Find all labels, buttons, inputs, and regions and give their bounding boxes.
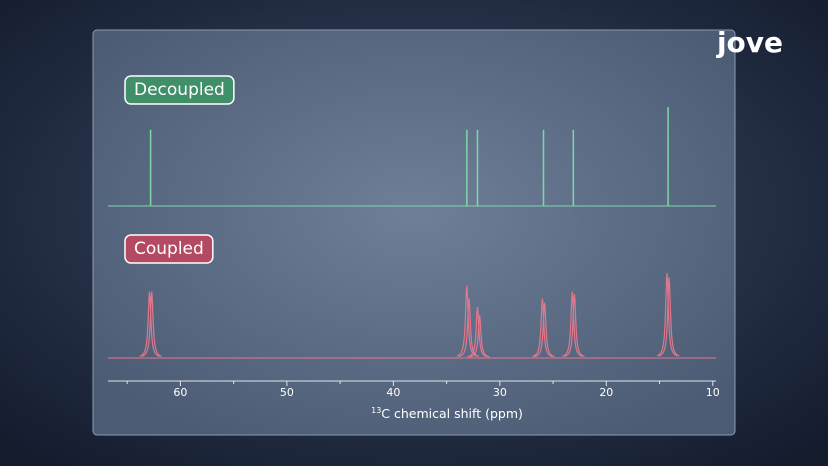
peak — [534, 302, 555, 358]
legend-label: Decoupled — [134, 80, 225, 100]
peak — [656, 272, 678, 357]
peak — [139, 291, 160, 357]
peak — [658, 277, 680, 357]
peak — [456, 285, 478, 357]
x-axis-label: 13C chemical shift (ppm) — [371, 406, 523, 421]
legend-label: Coupled — [134, 239, 204, 259]
x-tick-label: 30 — [493, 386, 507, 399]
peak — [564, 294, 585, 357]
x-axis-label-main: C chemical shift (ppm) — [381, 406, 523, 421]
peak — [467, 306, 488, 358]
peak — [532, 298, 553, 358]
x-tick-label: 20 — [599, 386, 613, 399]
peak — [562, 291, 583, 357]
peak — [458, 298, 480, 358]
x-tick-label: 50 — [280, 386, 294, 399]
peak — [469, 315, 490, 358]
legend-box — [124, 234, 214, 264]
legend-box — [124, 75, 235, 105]
logo: jove — [716, 26, 783, 59]
x-tick-label: 40 — [386, 386, 400, 399]
x-axis-label-sup: 13 — [371, 406, 381, 415]
x-tick-label: 10 — [706, 386, 720, 399]
x-tick-label: 60 — [173, 386, 187, 399]
peak — [141, 291, 162, 357]
